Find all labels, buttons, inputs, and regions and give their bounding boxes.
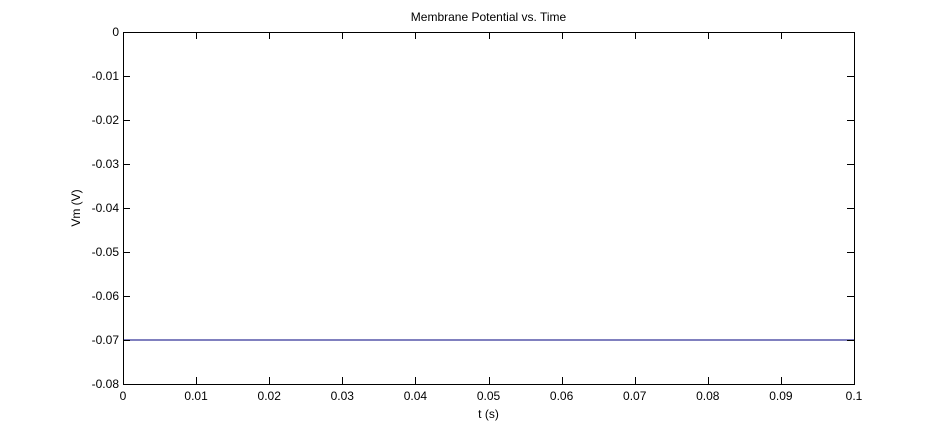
x-tick-label: 0.02: [258, 389, 282, 403]
y-tick-label: -0.04: [92, 201, 120, 215]
x-tick-label: 0: [120, 389, 127, 403]
plot-area: [123, 32, 854, 384]
x-tick-label: 0.03: [331, 389, 355, 403]
y-tick-label: -0.07: [92, 333, 120, 347]
y-tick-label: -0.06: [92, 289, 120, 303]
x-tick-label: 0.08: [696, 389, 720, 403]
x-tick-label: 0.07: [623, 389, 647, 403]
x-tick-label: 0.09: [769, 389, 793, 403]
y-axis-label: Vm (V): [69, 189, 83, 226]
ticks-layer: 0 0.01 0.02 0.03 0.04 0.05 0.06 0.07 0.08 0.09 0.1…: [92, 25, 863, 403]
y-tick-label: -0.05: [92, 245, 120, 259]
x-tick-label: 0.05: [477, 389, 501, 403]
x-tick-label: 0.04: [404, 389, 428, 403]
y-tick-label: -0.02: [92, 113, 120, 127]
y-tick-label: -0.03: [92, 157, 120, 171]
chart-title: Membrane Potential vs. Time: [411, 10, 567, 24]
x-axis-label: t (s): [478, 407, 499, 421]
y-tick-label: 0: [112, 25, 119, 39]
x-tick-label: 0.01: [184, 389, 208, 403]
y-tick-label: -0.01: [92, 69, 120, 83]
x-tick-label: 0.1: [846, 389, 863, 403]
y-tick-label: -0.08: [92, 377, 120, 391]
x-tick-label: 0.06: [550, 389, 574, 403]
